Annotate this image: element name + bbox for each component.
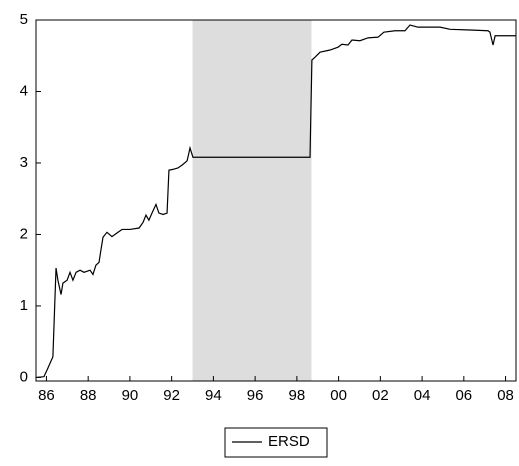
legend-label: ERSD [268,433,310,450]
y-tick-label: 0 [20,368,28,385]
shaded-region [192,20,312,381]
x-tick-label: 04 [414,387,431,404]
x-tick-label: 02 [372,387,389,404]
x-tick-label: 94 [205,387,222,404]
x-tick-label: 96 [247,387,264,404]
plot-frame [35,19,517,382]
y-tick-label: 3 [20,154,28,171]
x-tick-label: 06 [455,387,472,404]
data-line [35,24,516,379]
y-tick-label: 2 [20,225,28,242]
x-tick-label: 88 [80,387,97,404]
x-tick-label: 90 [122,387,139,404]
y-tick-label: 1 [20,297,28,314]
x-tick-label: 98 [289,387,306,404]
y-tick-label: 4 [20,82,28,99]
x-tick-label: 00 [330,387,347,404]
x-tick-label: 86 [38,387,55,404]
x-tick-label: 08 [497,387,514,404]
y-tick-label: 5 [20,11,28,28]
x-tick-label: 92 [163,387,180,404]
